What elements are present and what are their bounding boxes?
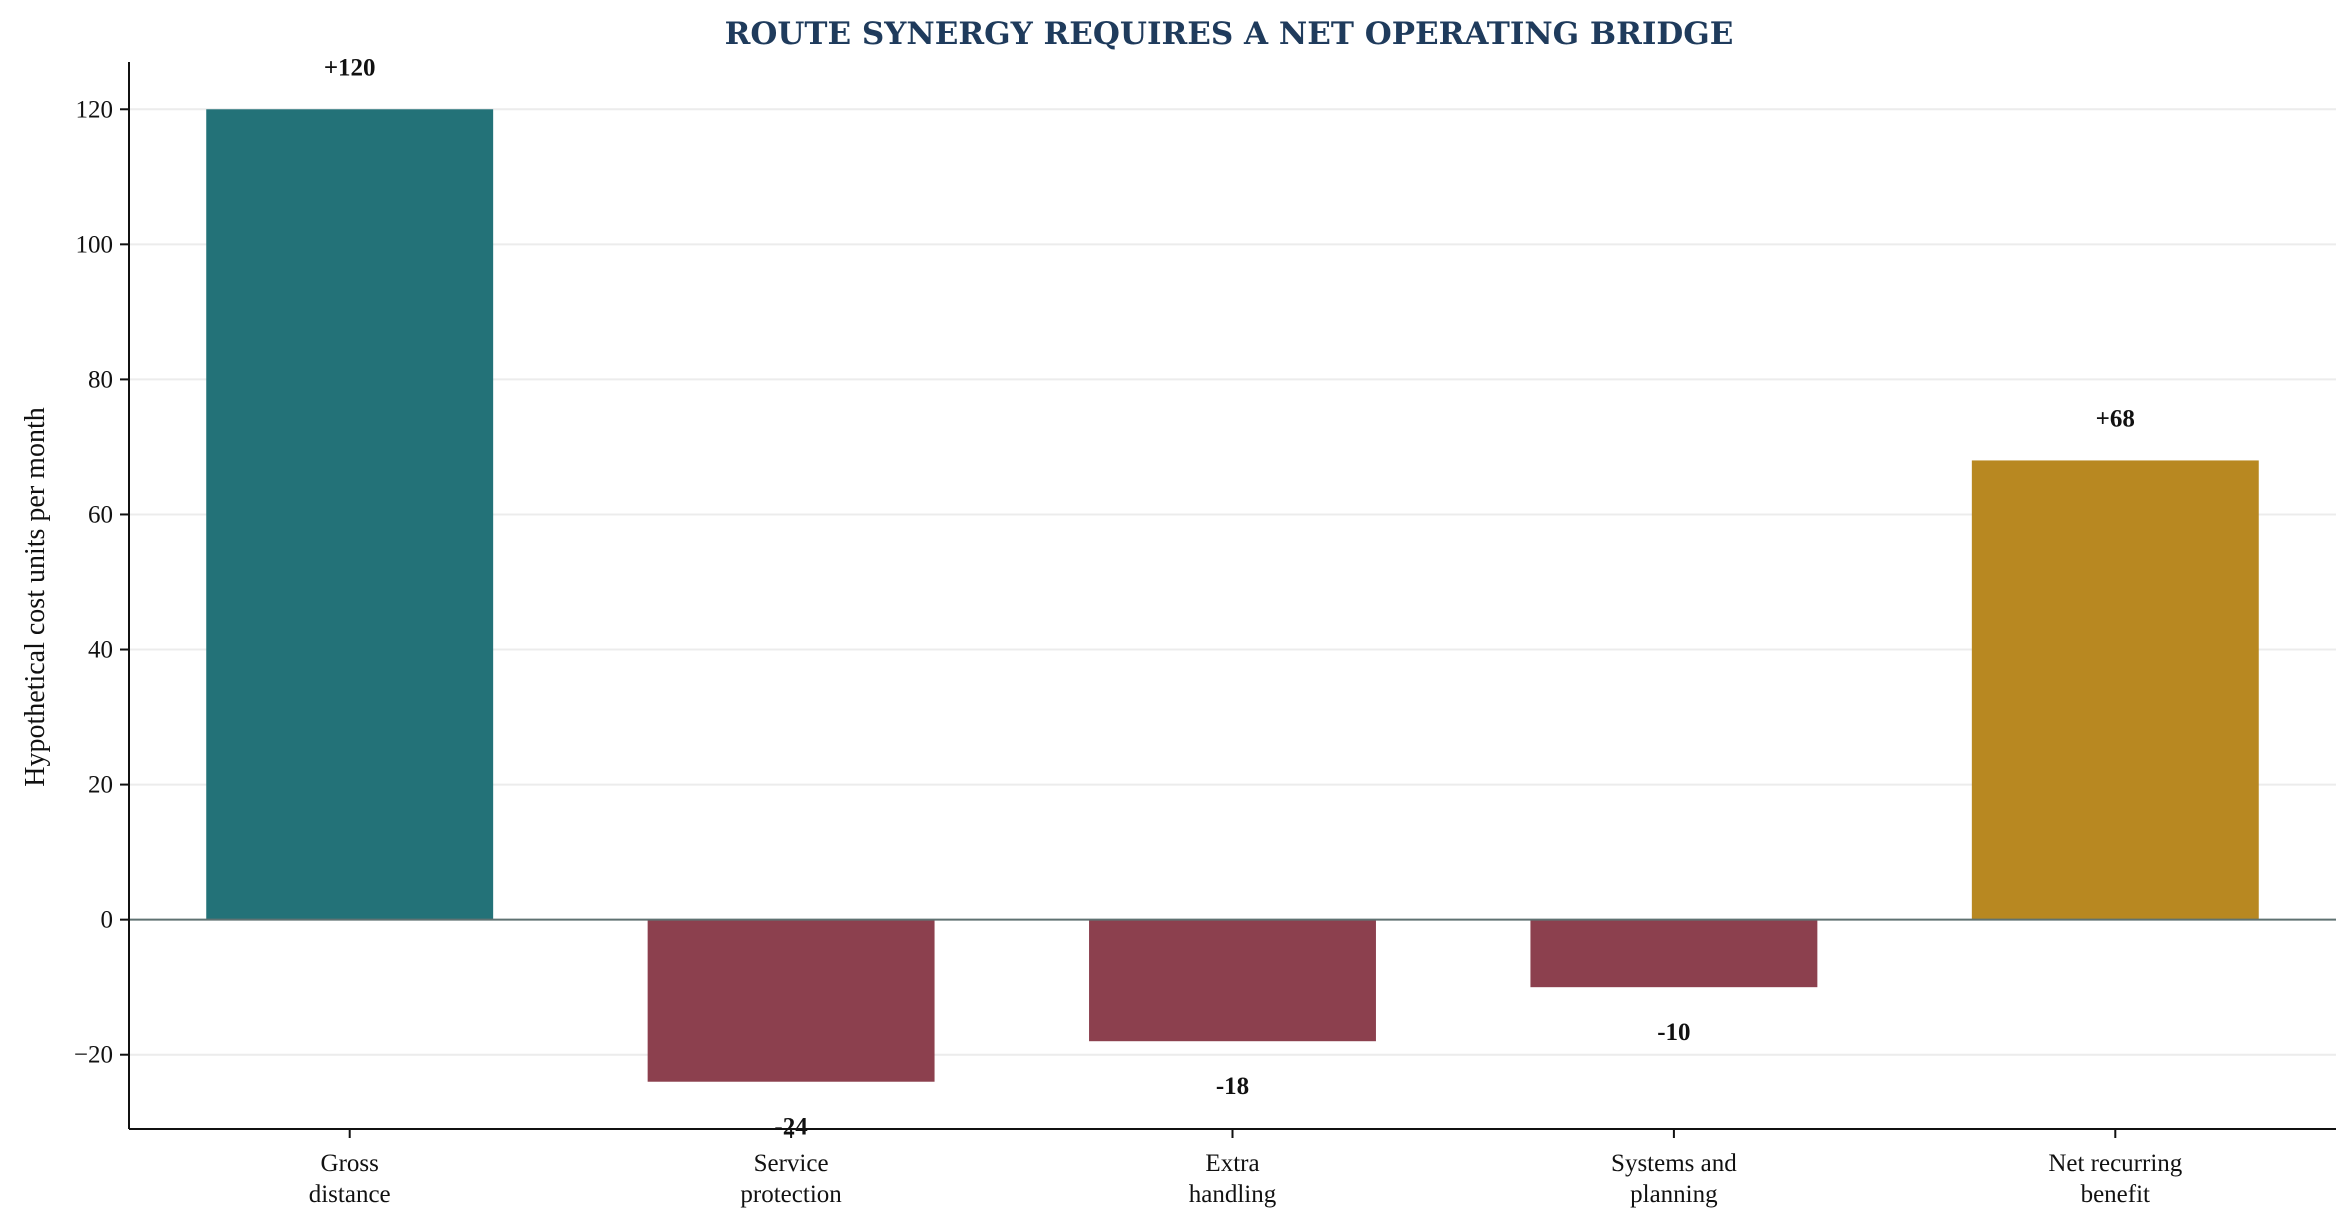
x-tick-label: Systems and planning xyxy=(1611,1150,1737,1208)
x-tick-label: Gross distance xyxy=(309,1150,391,1208)
x-tick-label-line: planning xyxy=(1630,1181,1718,1208)
y-tick-label: −20 xyxy=(74,1042,113,1069)
bar xyxy=(206,109,494,920)
bar xyxy=(1089,919,1376,1042)
data-label: -10 xyxy=(1657,1019,1690,1046)
y-tick-label: 60 xyxy=(88,501,113,528)
bar xyxy=(1530,919,1818,988)
x-tick-label-line: Service xyxy=(754,1150,829,1177)
bar xyxy=(1971,460,2259,920)
y-tick-label: 0 xyxy=(101,907,114,934)
data-label: -18 xyxy=(1216,1073,1249,1100)
y-tick-label: 120 xyxy=(76,96,114,123)
y-tick-label: 40 xyxy=(88,637,113,664)
y-tick-label: 100 xyxy=(76,231,114,258)
grid-lines xyxy=(129,108,2336,1056)
y-axis-label: Hypothetical cost units per month xyxy=(20,407,51,787)
data-label: +68 xyxy=(2096,405,2135,432)
x-tick-label-line: distance xyxy=(309,1181,391,1208)
x-tick-label-line: protection xyxy=(740,1181,842,1208)
y-tick-label: 20 xyxy=(88,772,113,799)
chart-title: ROUTE SYNERGY REQUIRES A NET OPERATING B… xyxy=(725,16,1734,52)
x-tick-label: Service protection xyxy=(740,1150,842,1208)
bar xyxy=(647,919,935,1082)
data-labels-group: +120 -24 -18 -10 +68 xyxy=(324,54,2135,1140)
x-tick-label: Net recurring benefit xyxy=(2048,1150,2182,1208)
x-tick-label-line: Net recurring xyxy=(2048,1150,2182,1177)
axes: −20 0 20 40 60 80 100 120 Gross distance Service pr… xyxy=(74,62,2336,1208)
x-tick-label-line: Gross xyxy=(321,1150,379,1177)
bars-group xyxy=(206,109,2259,1082)
data-label: -24 xyxy=(774,1114,808,1141)
x-tick-label-line: handling xyxy=(1189,1181,1277,1208)
x-tick-label-line: Extra xyxy=(1205,1150,1259,1177)
x-tick-label-line: benefit xyxy=(2081,1181,2150,1208)
x-tick-label-line: Systems and xyxy=(1611,1150,1737,1177)
y-tick-label: 80 xyxy=(88,366,113,393)
x-tick-label: Extra handling xyxy=(1189,1150,1277,1208)
data-label: +120 xyxy=(324,54,376,81)
